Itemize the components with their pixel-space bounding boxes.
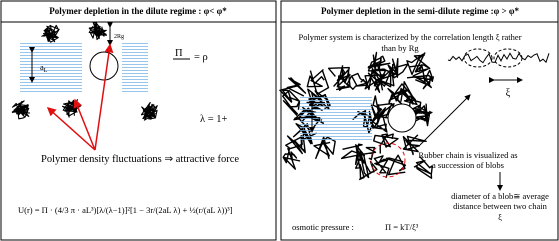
lambda: λ = 1+ xyxy=(200,114,228,125)
rg-label: 2Rg xyxy=(114,34,124,40)
colloid xyxy=(90,52,118,80)
plate xyxy=(300,96,372,142)
coil xyxy=(347,74,367,90)
coil xyxy=(283,91,300,116)
chain xyxy=(448,53,549,62)
coil xyxy=(283,149,300,170)
red-arrow xyxy=(75,100,95,150)
pressure-rhs: = ρ xyxy=(194,52,208,63)
coil xyxy=(42,25,59,42)
coil xyxy=(12,101,29,119)
blob-xi: ξ xyxy=(498,212,502,222)
colloid xyxy=(388,104,416,132)
correlation-line1: Polymer system is characterized by the c… xyxy=(298,32,521,42)
rubber-chain xyxy=(448,53,549,62)
osmotic-formula: Π = kT/ξ³ xyxy=(385,222,419,232)
potential: U(r) = Π · (4/3 π · aL³)[λ/(λ−1)]²[1 − 3… xyxy=(18,205,233,215)
blob-line1: diameter of a blob≅ average xyxy=(451,191,549,201)
slide: Polymer depletion in the dilute regime :… xyxy=(0,0,559,241)
correlation-line2: than by Rg xyxy=(381,43,419,53)
plate xyxy=(20,42,82,94)
gap-sub: L xyxy=(44,68,48,74)
plate xyxy=(122,42,148,94)
xi-label: ξ xyxy=(506,88,511,99)
coil xyxy=(89,22,107,39)
blob-line2: distance between two chain xyxy=(453,201,547,211)
left-title: Polymer depletion in the dilute regime :… xyxy=(49,6,227,16)
gap-sub: L xyxy=(321,119,325,125)
pressure-lhs: Π xyxy=(175,48,183,59)
coil xyxy=(386,155,405,174)
rubber-line1: Rubber chain is visualized as xyxy=(418,150,517,160)
coil xyxy=(415,77,433,89)
fluctuations: Polymer density fluctuations ⇒ attractiv… xyxy=(41,154,239,165)
rubber-line2: a succession of blobs xyxy=(432,160,504,170)
coil xyxy=(368,53,390,69)
coil xyxy=(141,103,157,121)
osmotic-label: osmotic pressure : xyxy=(292,222,354,232)
right-title: Polymer depletion in the semi-dilute reg… xyxy=(321,6,520,16)
